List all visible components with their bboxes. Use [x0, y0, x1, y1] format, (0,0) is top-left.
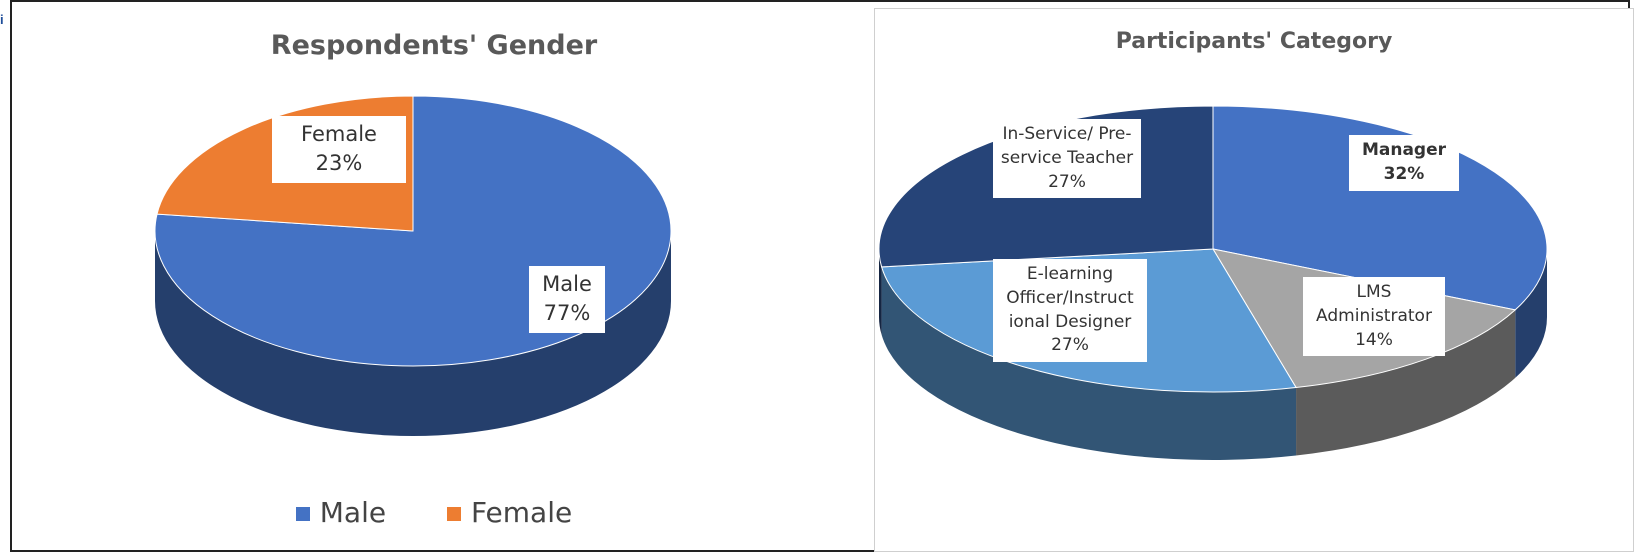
chart-legend: Male Female — [16, 496, 852, 529]
category-side-in-service-pre-service-teacher — [879, 249, 882, 335]
data-label-name: ional Designer — [1008, 311, 1132, 332]
data-label-name: service Teacher — [1000, 147, 1134, 168]
data-label-value: 32% — [1383, 163, 1425, 184]
data-label-value: 77% — [543, 301, 591, 326]
gender-chart: Respondents' Gender Female 23% Male 77% … — [16, 4, 852, 544]
legend-label: Male — [319, 496, 387, 529]
data-label-female: Female 23% — [272, 116, 406, 183]
legend-swatch — [295, 507, 310, 521]
category-chart: Participants' Category Manager 32% LMS A… — [874, 8, 1634, 552]
category-side-e-learning-officer-instructional-designer — [881, 266, 1297, 460]
data-label-value: 27% — [1048, 171, 1086, 192]
data-label-value: 23% — [315, 151, 363, 176]
edge-mark: i — [0, 12, 4, 27]
legend-swatch — [446, 507, 461, 521]
data-label-name: LMS — [1356, 282, 1392, 302]
data-label-lms-administrator: LMS Administrator 14% — [1303, 277, 1445, 357]
category-pie — [878, 105, 1548, 460]
chart-title: Respondents' Gender — [270, 30, 598, 61]
gender-side-male — [155, 231, 671, 436]
data-label-name: Officer/Instruct — [1006, 287, 1134, 308]
data-label-name: Male — [542, 272, 592, 296]
gender-pie — [154, 95, 672, 436]
data-label-name: E-learning — [1026, 264, 1114, 284]
data-label-name: In-Service/ Pre- — [1002, 124, 1132, 144]
pie-side-group — [155, 231, 671, 436]
data-label-name: Administrator — [1316, 305, 1432, 326]
data-label-value: 27% — [1051, 335, 1089, 356]
chart-title: Participants' Category — [1115, 29, 1393, 54]
data-label-name: Female — [301, 122, 377, 146]
legend-label: Female — [470, 496, 573, 529]
data-label-value: 14% — [1355, 329, 1393, 350]
legend-item-female: Female — [446, 496, 573, 529]
data-label-male: Male 77% — [529, 266, 605, 333]
category-slice-manager — [1212, 105, 1548, 311]
data-label-e-learning-officer: E-learning Officer/Instruct ional Design… — [993, 259, 1147, 363]
data-label-in-service-teacher: In-Service/ Pre- service Teacher 27% — [993, 119, 1141, 199]
data-label-name: Manager — [1361, 140, 1447, 160]
data-label-manager: Manager 32% — [1349, 135, 1459, 191]
category-side-lms-administrator — [1296, 309, 1516, 456]
legend-item-male: Male — [295, 496, 387, 529]
